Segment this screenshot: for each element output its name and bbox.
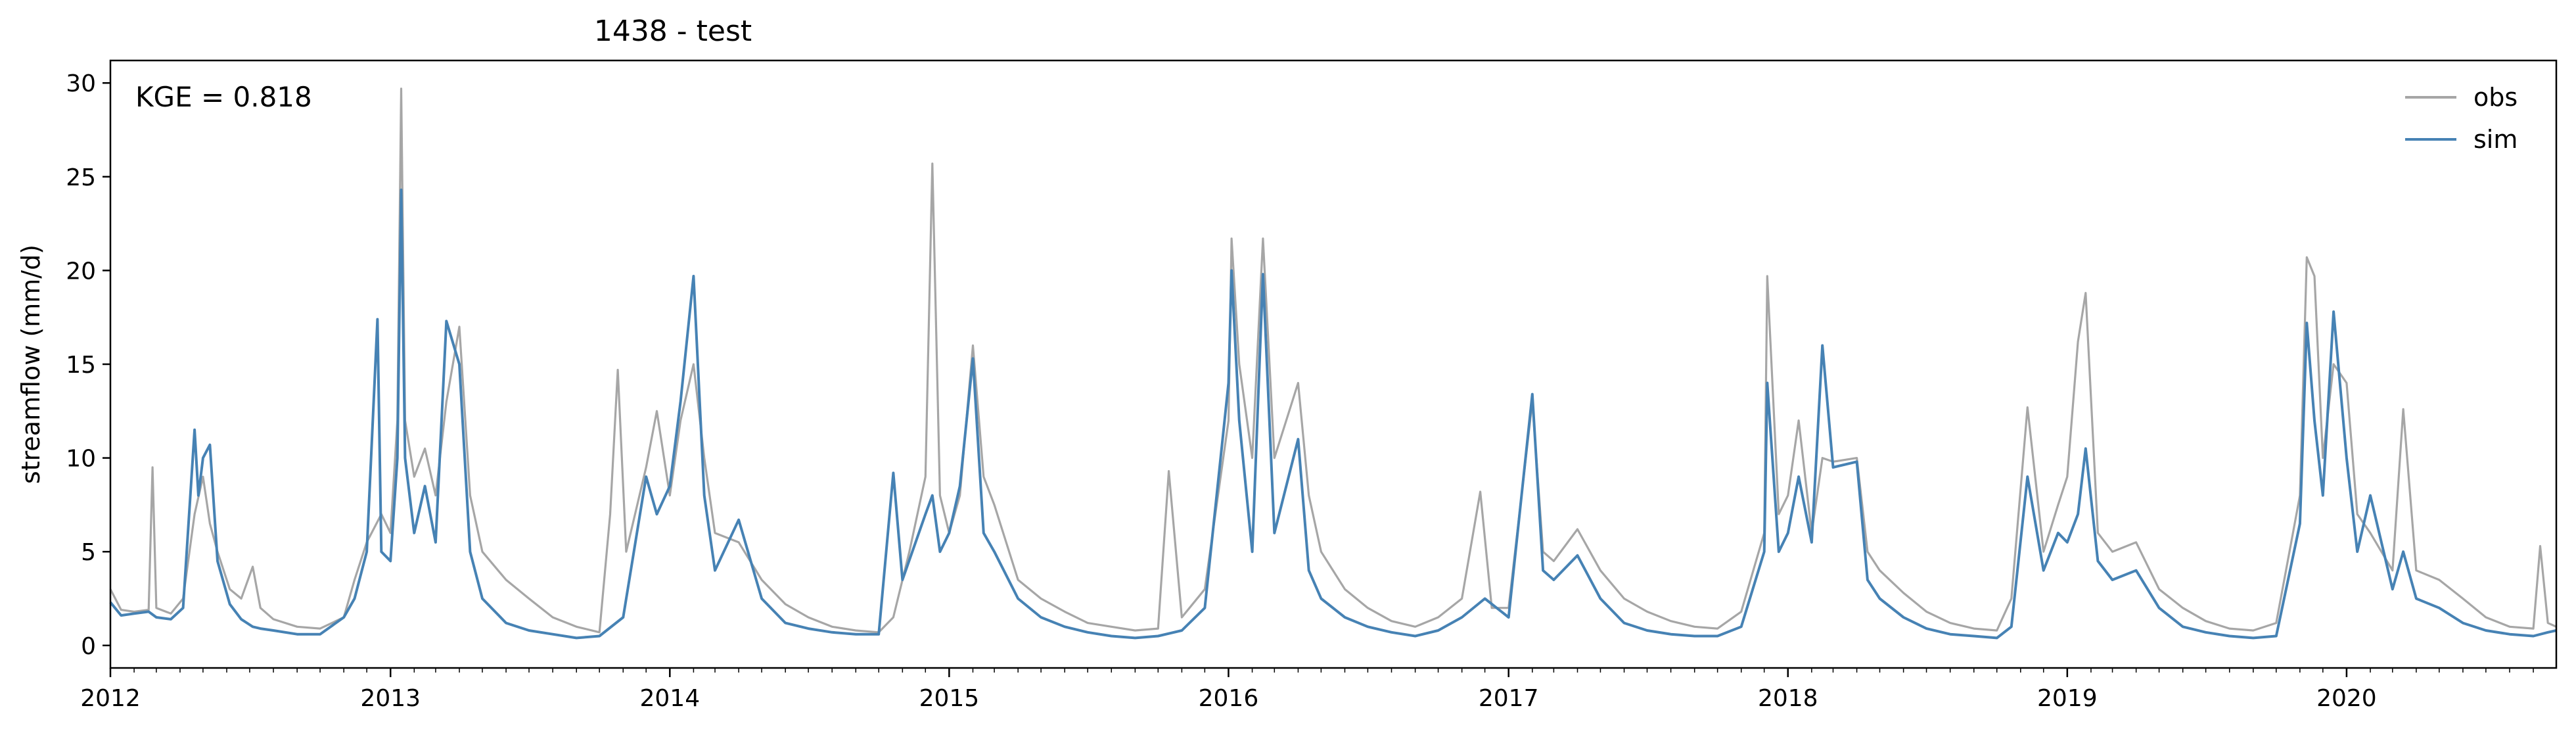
chart-title: 1438 - test bbox=[594, 14, 752, 48]
x-tick-label: 2020 bbox=[2316, 685, 2377, 712]
y-tick-label: 20 bbox=[66, 258, 96, 285]
legend: obs sim bbox=[2405, 83, 2518, 154]
plot-frame bbox=[109, 59, 2558, 669]
plot-area: 0 5 10 15 20 25 30 2012 2013 2014 2015 2016 2017 2018… bbox=[66, 70, 2557, 712]
y-tick-label: 15 bbox=[66, 352, 96, 379]
legend-label-obs: obs bbox=[2473, 83, 2518, 112]
x-tick-label: 2013 bbox=[360, 685, 421, 712]
legend-label-sim: sim bbox=[2473, 125, 2518, 154]
x-tick-label: 2012 bbox=[80, 685, 141, 712]
y-tick-label: 30 bbox=[66, 70, 96, 97]
y-axis-label: streamflow (mm/d) bbox=[16, 245, 45, 484]
y-tick-label: 5 bbox=[81, 539, 96, 566]
x-tick-label: 2014 bbox=[639, 685, 700, 712]
y-tick-label: 25 bbox=[66, 164, 96, 191]
x-tick-label: 2019 bbox=[2037, 685, 2098, 712]
series-line-obs bbox=[109, 87, 2557, 634]
x-tick-label: 2015 bbox=[919, 685, 980, 712]
y-tick-label: 10 bbox=[66, 446, 96, 473]
kge-annotation: KGE = 0.818 bbox=[135, 81, 312, 113]
x-tick-label: 2016 bbox=[1199, 685, 1259, 712]
x-tick-label: 2018 bbox=[1758, 685, 1818, 712]
x-tick-label: 2017 bbox=[1479, 685, 1539, 712]
y-tick-label: 0 bbox=[81, 633, 96, 660]
series-line-sim bbox=[109, 188, 2557, 640]
